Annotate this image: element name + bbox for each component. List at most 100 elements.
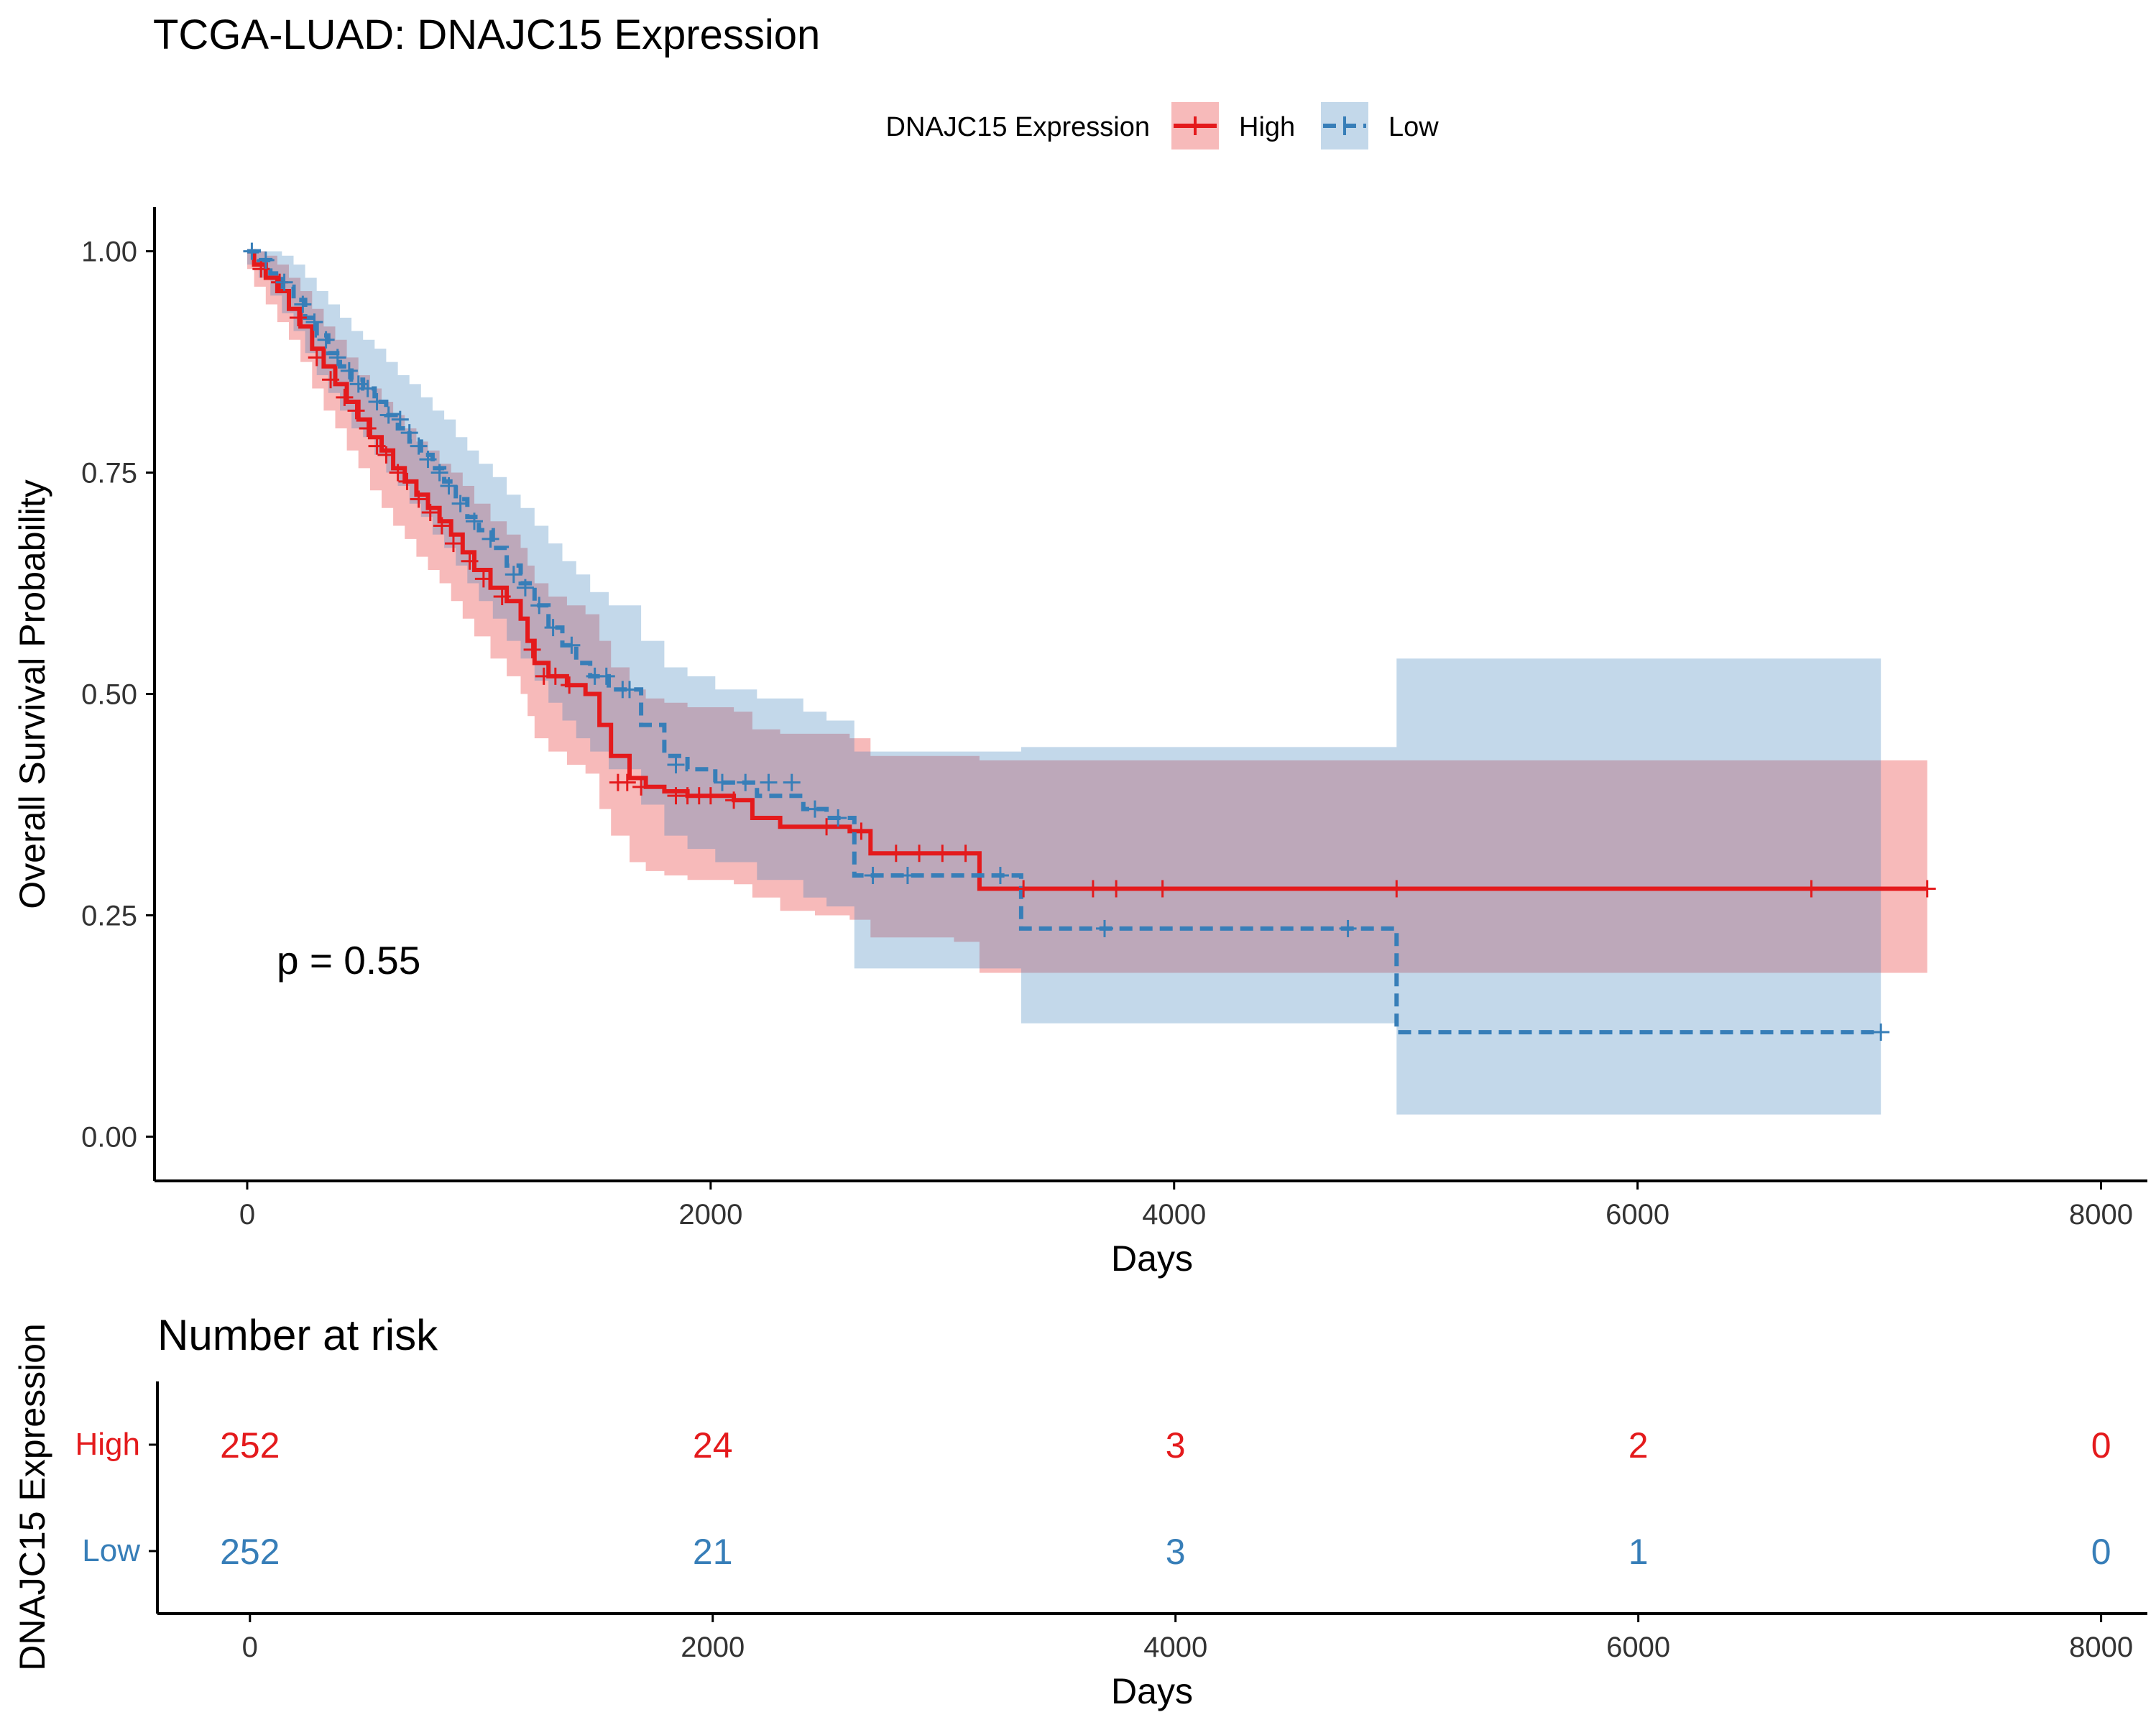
y-tick-label: 0.50	[81, 679, 137, 711]
censor-mark-low	[419, 451, 437, 469]
y-axis-label: Overall Survival Probability	[12, 479, 52, 908]
censor-mark-high	[252, 260, 270, 278]
legend-title: DNAJC15 Expression	[886, 112, 1150, 142]
censor-mark-low	[783, 773, 801, 791]
censor-mark-low	[1339, 919, 1357, 937]
risk-count-high: 3	[1166, 1425, 1186, 1466]
legend-label-low: Low	[1388, 112, 1439, 142]
chart-title: TCGA-LUAD: DNAJC15 Expression	[153, 12, 820, 58]
x-axis-ticks: 0 2000 4000 6000 8000	[239, 1181, 2133, 1230]
censor-mark-low	[760, 773, 778, 791]
censor-mark-high	[1918, 880, 1936, 898]
risk-count-low: 252	[220, 1532, 280, 1572]
censor-mark-high	[701, 787, 719, 805]
censor-mark-high	[336, 388, 354, 406]
ci-band-low	[247, 251, 1881, 1115]
censor-mark-low	[340, 362, 358, 380]
censor-mark-low	[257, 251, 275, 269]
risk-count-low: 3	[1166, 1532, 1186, 1572]
risk-x-tick-label: 8000	[2069, 1632, 2133, 1663]
censor-mark-high	[493, 588, 511, 605]
censor-mark-low	[328, 349, 346, 367]
censor-marks	[243, 242, 1936, 1041]
censor-mark-high	[433, 517, 451, 535]
censor-mark-high	[359, 419, 377, 437]
censor-mark-high	[461, 552, 479, 570]
censor-mark-high	[444, 535, 462, 553]
censor-mark-low	[621, 681, 639, 699]
censor-mark-low	[829, 809, 847, 827]
risk-x-tick-label: 6000	[1606, 1632, 1670, 1663]
censor-mark-low	[430, 464, 448, 482]
censor-mark-low	[667, 756, 685, 774]
censor-mark-low	[482, 530, 499, 548]
censor-mark-high	[474, 570, 492, 588]
censor-mark-low	[359, 380, 377, 397]
y-tick-label: 1.00	[81, 236, 137, 268]
risk-x-axis-label: Days	[1111, 1671, 1193, 1711]
risk-x-tick-label: 4000	[1143, 1632, 1207, 1663]
censor-mark-high	[618, 773, 636, 791]
risk-x-tick-label: 0	[242, 1632, 258, 1663]
censor-mark-low	[505, 566, 522, 584]
censor-mark-high	[347, 402, 365, 420]
censor-mark-low	[294, 295, 312, 313]
censor-mark-low	[563, 636, 581, 654]
y-tick-label: 0.25	[81, 900, 137, 932]
censor-mark-high	[725, 791, 743, 809]
censor-mark-low	[305, 313, 323, 331]
censor-mark-low	[400, 424, 418, 442]
p-value-annotation: p = 0.55	[277, 938, 420, 983]
censor-mark-high	[1084, 880, 1102, 898]
censor-mark-high	[308, 349, 326, 367]
censor-mark-low	[516, 579, 534, 597]
censor-mark-low	[368, 393, 386, 410]
censor-mark-low	[275, 273, 293, 291]
censor-mark-low	[440, 477, 458, 495]
censor-mark-high	[1107, 880, 1125, 898]
censor-mark-high	[410, 490, 428, 508]
censor-mark-low	[991, 867, 1009, 885]
risk-count-low: 0	[2091, 1532, 2111, 1572]
x-tick-label: 4000	[1142, 1199, 1206, 1230]
censor-mark-low	[530, 597, 548, 615]
survival-line-high	[247, 249, 1927, 891]
censor-mark-high	[289, 308, 307, 326]
censor-mark-high	[398, 472, 416, 490]
censor-mark-high	[1802, 880, 1820, 898]
censor-mark-high	[421, 503, 439, 521]
censor-mark-high	[887, 845, 905, 862]
confidence-bands	[247, 251, 1927, 1115]
risk-count-low: 21	[693, 1532, 733, 1572]
legend-key-low	[1321, 102, 1368, 150]
y-tick-label: 0.75	[81, 458, 137, 489]
risk-count-high: 2	[1628, 1425, 1649, 1466]
censor-mark-high	[377, 446, 395, 464]
censor-mark-high	[322, 371, 340, 389]
censor-mark-low	[597, 667, 615, 685]
censor-mark-low	[243, 242, 261, 260]
censor-mark-low	[898, 867, 916, 885]
risk-count-high: 0	[2091, 1425, 2111, 1466]
risk-row-label-low: Low	[82, 1533, 140, 1568]
censor-mark-high	[911, 845, 929, 862]
censor-mark-low	[317, 331, 335, 349]
censor-mark-low	[1096, 919, 1114, 937]
legend-label-high: High	[1239, 112, 1295, 142]
censor-mark-high	[546, 667, 564, 685]
risk-table: Number at risk High 252 24 3 2 0 Low 252 21 3 1 0 0…	[12, 1311, 2147, 1711]
censor-mark-low	[349, 375, 367, 393]
x-tick-label: 8000	[2069, 1199, 2133, 1230]
censor-mark-high	[1015, 880, 1033, 898]
censor-mark-high	[632, 778, 650, 796]
censor-mark-low	[410, 437, 428, 455]
km-plot: 0.00 0.25 0.50 0.75 1.00 0 2000 4000 6000 8000 O…	[12, 207, 2147, 1279]
censor-mark-low	[806, 800, 824, 818]
risk-y-axis-label: DNAJC15 Expression	[12, 1323, 52, 1671]
legend: DNAJC15 Expression High Low	[886, 102, 1439, 150]
risk-count-low: 1	[1628, 1532, 1649, 1572]
censor-mark-low	[391, 410, 409, 428]
censor-mark-low	[713, 773, 731, 791]
censor-mark-low	[379, 406, 397, 424]
